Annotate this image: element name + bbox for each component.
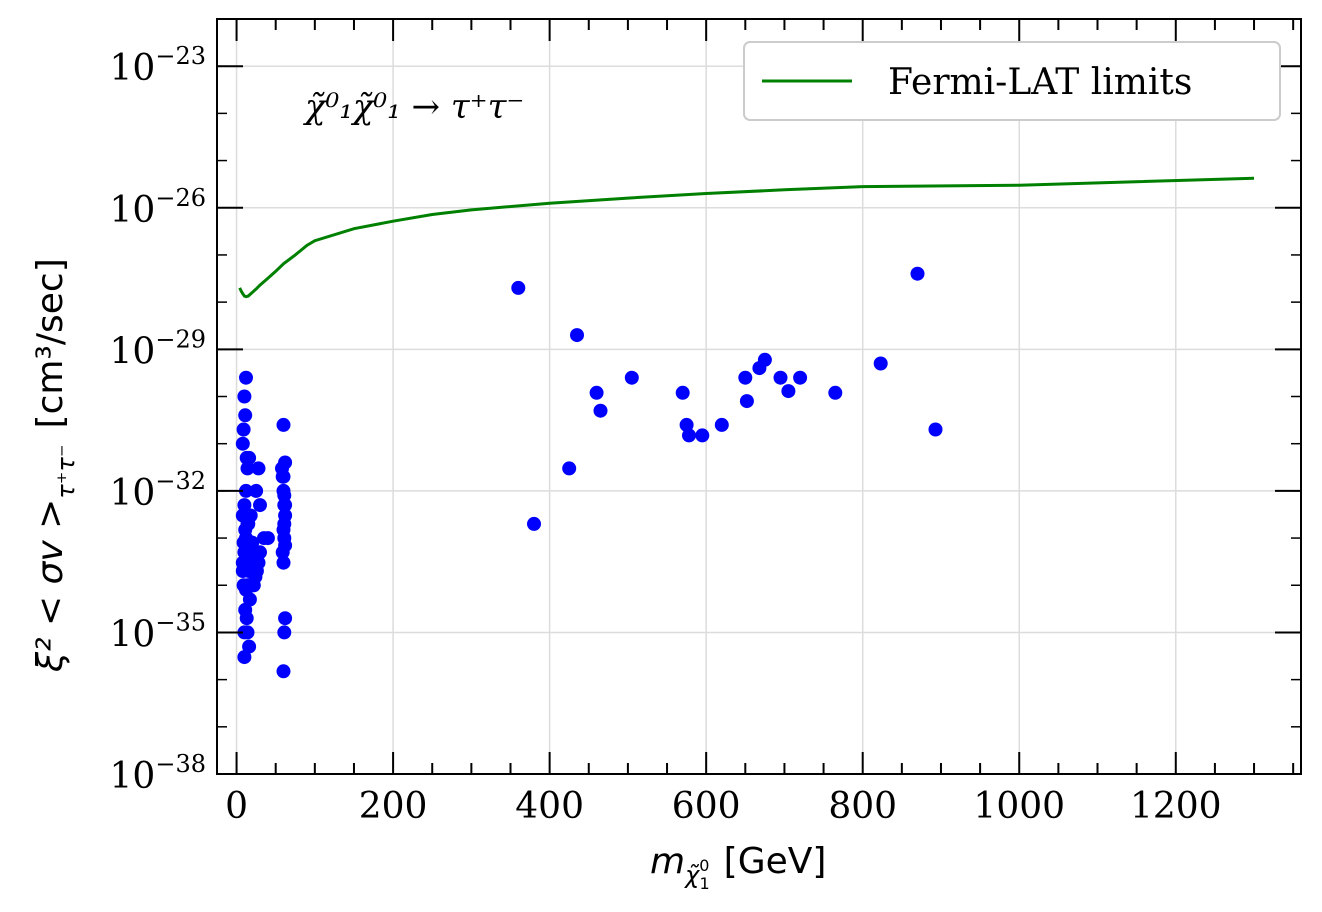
scatter-point — [241, 555, 256, 570]
scatter-point — [773, 370, 788, 385]
scatter-point — [675, 385, 690, 400]
fermi-lat-line — [238, 176, 1255, 299]
scatter-point — [260, 531, 275, 546]
y-axis-title: ξ² < σv >τ⁺τ⁻[cm³/sec] — [30, 258, 80, 673]
y-tick-label: 10−38 — [110, 750, 206, 797]
scatter-point — [237, 625, 252, 640]
scatter-point — [277, 488, 292, 503]
process-annotation: χ̃⁰₁χ̃⁰₁ → τ⁺τ⁻ — [303, 87, 524, 127]
scatter-point — [240, 461, 255, 476]
scatter-point — [511, 280, 526, 295]
scatter-point — [570, 328, 584, 343]
scatter-point — [237, 650, 252, 665]
scatter-point — [278, 455, 293, 470]
y-tick-label: 10−32 — [110, 467, 206, 514]
y-tick-label: 10−29 — [110, 325, 206, 372]
scatter-point — [278, 611, 293, 626]
scatter-point — [239, 611, 254, 626]
scatter-point — [237, 389, 252, 404]
scatter-point — [589, 385, 604, 400]
scatter-points — [235, 266, 943, 679]
scatter-point — [527, 516, 541, 531]
scatter-point — [238, 408, 253, 423]
scatter-point — [873, 356, 888, 371]
scatter-point — [277, 516, 292, 531]
scatter-point — [242, 639, 257, 654]
scatter-point — [251, 461, 266, 476]
legend-box — [743, 41, 1281, 121]
scatter-point — [275, 545, 290, 560]
x-tick-label: 800 — [828, 786, 897, 827]
y-tick-label: 10−35 — [110, 608, 206, 655]
x-axis-title: mχ̃0 1[GeV] — [650, 841, 826, 893]
x-tick-label: 1200 — [1130, 786, 1222, 827]
scatter-point — [236, 422, 251, 437]
scatter-point — [757, 352, 772, 367]
scatter-point — [738, 370, 753, 385]
grid — [217, 19, 1301, 775]
scatter-point — [239, 370, 253, 385]
scatter-point — [276, 469, 291, 484]
scatter-point — [828, 385, 843, 400]
scatter-point — [910, 266, 925, 281]
scatter-point — [276, 555, 291, 570]
y-tick-labels: 10−23 10−26 10−29 10−32 10−35 10−38 — [110, 42, 206, 797]
scatter-point — [714, 417, 729, 432]
x-tick-labels: 0 200 400 600 800 1000 1200 — [225, 786, 1221, 827]
scatter-point — [243, 508, 258, 523]
scatter-point — [624, 370, 639, 385]
x-tick-label: 600 — [672, 786, 741, 827]
scatter-point — [593, 403, 608, 418]
annotation: χ̃⁰₁χ̃⁰₁ → τ⁺τ⁻ — [303, 87, 524, 127]
scatter-point — [739, 394, 754, 409]
plot-frame — [216, 18, 1302, 775]
x-tick-label: 400 — [515, 786, 584, 827]
y-tick-label: 10−26 — [110, 184, 206, 231]
legend: Fermi-LAT limits — [743, 41, 1281, 121]
scatter-point — [695, 428, 710, 443]
scatter-point — [562, 461, 577, 476]
x-tick-label: 0 — [225, 786, 248, 827]
x-tick-label: 200 — [359, 786, 428, 827]
scatter-point — [276, 417, 291, 432]
scatter-point — [239, 582, 253, 597]
x-tick-label: 1000 — [973, 786, 1065, 827]
scatter-point — [679, 417, 694, 432]
scatter-point — [276, 664, 291, 679]
y-tick-label: 10−23 — [110, 42, 206, 89]
scatter-point — [781, 384, 796, 399]
scatter-point — [928, 422, 943, 437]
scatter-point — [793, 370, 808, 385]
ticks — [217, 18, 1301, 775]
scatter-point — [235, 436, 250, 451]
scatter-point — [237, 498, 252, 513]
scatter-point — [242, 450, 257, 465]
scatter-point — [277, 625, 292, 640]
scatter-point — [682, 428, 696, 443]
fermi-lat-line-layer — [238, 176, 1255, 299]
scatter-point — [249, 483, 264, 498]
scatter-point — [239, 483, 253, 498]
legend-label: Fermi-LAT limits — [888, 62, 1192, 103]
scatter-point — [253, 498, 267, 513]
